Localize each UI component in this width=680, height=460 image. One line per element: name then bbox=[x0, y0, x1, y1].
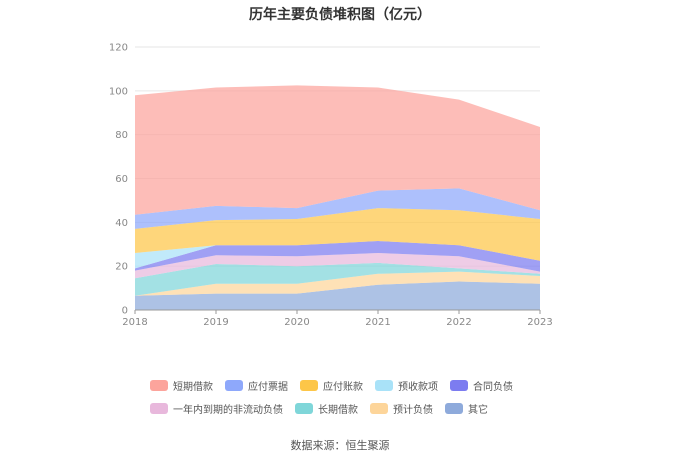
y-tick-label: 120 bbox=[109, 43, 128, 54]
chart-title: 历年主要负债堆积图（亿元） bbox=[249, 7, 431, 23]
legend-item[interactable]: 长期借款 bbox=[295, 401, 358, 416]
legend-item[interactable]: 预收款项 bbox=[375, 378, 438, 393]
y-tick-label: 60 bbox=[115, 174, 128, 185]
legend-item[interactable]: 合同负债 bbox=[450, 378, 513, 393]
legend-item[interactable]: 应付票据 bbox=[225, 378, 288, 393]
legend-label: 应付票据 bbox=[248, 382, 288, 393]
area-series-合同负债 bbox=[135, 241, 540, 272]
legend-label: 其它 bbox=[468, 405, 488, 416]
legend-swatch bbox=[445, 403, 463, 414]
x-tick-label: 2018 bbox=[122, 317, 147, 328]
legend-label: 长期借款 bbox=[318, 405, 358, 416]
area-series-短期借款 bbox=[135, 85, 540, 215]
legend-swatch bbox=[225, 380, 243, 391]
legend-item[interactable]: 应付账款 bbox=[300, 378, 363, 393]
legend-swatch bbox=[150, 403, 168, 414]
x-tick-label: 2020 bbox=[284, 317, 309, 328]
area-series-其它 bbox=[135, 281, 540, 310]
legend-swatch bbox=[450, 380, 468, 391]
data-source-note: 数据来源：恒生聚源 bbox=[290, 439, 390, 452]
area-series-长期借款 bbox=[135, 262, 540, 296]
y-tick-label: 40 bbox=[115, 218, 128, 229]
legend-swatch bbox=[375, 380, 393, 391]
y-tick-label: 20 bbox=[115, 262, 128, 273]
legend: 短期借款 应付票据 应付账款 预收款项 合同负债 一年内到期的非流动负债 长期借款 预计负债… bbox=[150, 378, 550, 424]
legend-item[interactable]: 短期借款 bbox=[150, 378, 213, 393]
x-tick-label: 2022 bbox=[446, 317, 471, 328]
legend-row: 一年内到期的非流动负债 长期借款 预计负债 其它 bbox=[150, 401, 550, 416]
legend-label: 预计负债 bbox=[393, 405, 433, 416]
legend-label: 合同负债 bbox=[473, 382, 513, 393]
legend-swatch bbox=[370, 403, 388, 414]
legend-swatch bbox=[150, 380, 168, 391]
legend-item[interactable]: 一年内到期的非流动负债 bbox=[150, 401, 283, 416]
x-tick-label: 2023 bbox=[527, 317, 552, 328]
legend-swatch bbox=[300, 380, 318, 391]
legend-item[interactable]: 其它 bbox=[445, 401, 488, 416]
area-layer bbox=[135, 85, 540, 310]
x-tick-label: 2021 bbox=[365, 317, 390, 328]
y-tick-label: 0 bbox=[122, 306, 128, 317]
area-series-应付账款 bbox=[135, 208, 540, 261]
legend-item[interactable]: 预计负债 bbox=[370, 401, 433, 416]
area-series-预计负债 bbox=[135, 271, 540, 296]
area-series-一年内到期的非流动负债 bbox=[135, 253, 540, 279]
y-tick-label: 80 bbox=[115, 130, 128, 141]
y-tick-label: 100 bbox=[109, 86, 128, 97]
legend-label: 一年内到期的非流动负债 bbox=[173, 405, 283, 416]
x-tick-label: 2019 bbox=[203, 317, 228, 328]
legend-label: 应付账款 bbox=[323, 382, 363, 393]
legend-label: 预收款项 bbox=[398, 382, 438, 393]
axis-layer: 0 20 40 60 80 100 120 2018 2019 2020 2021 2022 2023 bbox=[109, 43, 553, 329]
legend-row: 短期借款 应付票据 应付账款 预收款项 合同负债 bbox=[150, 378, 550, 393]
legend-swatch bbox=[295, 403, 313, 414]
area-series-应付票据 bbox=[135, 188, 540, 229]
legend-label: 短期借款 bbox=[173, 382, 213, 393]
